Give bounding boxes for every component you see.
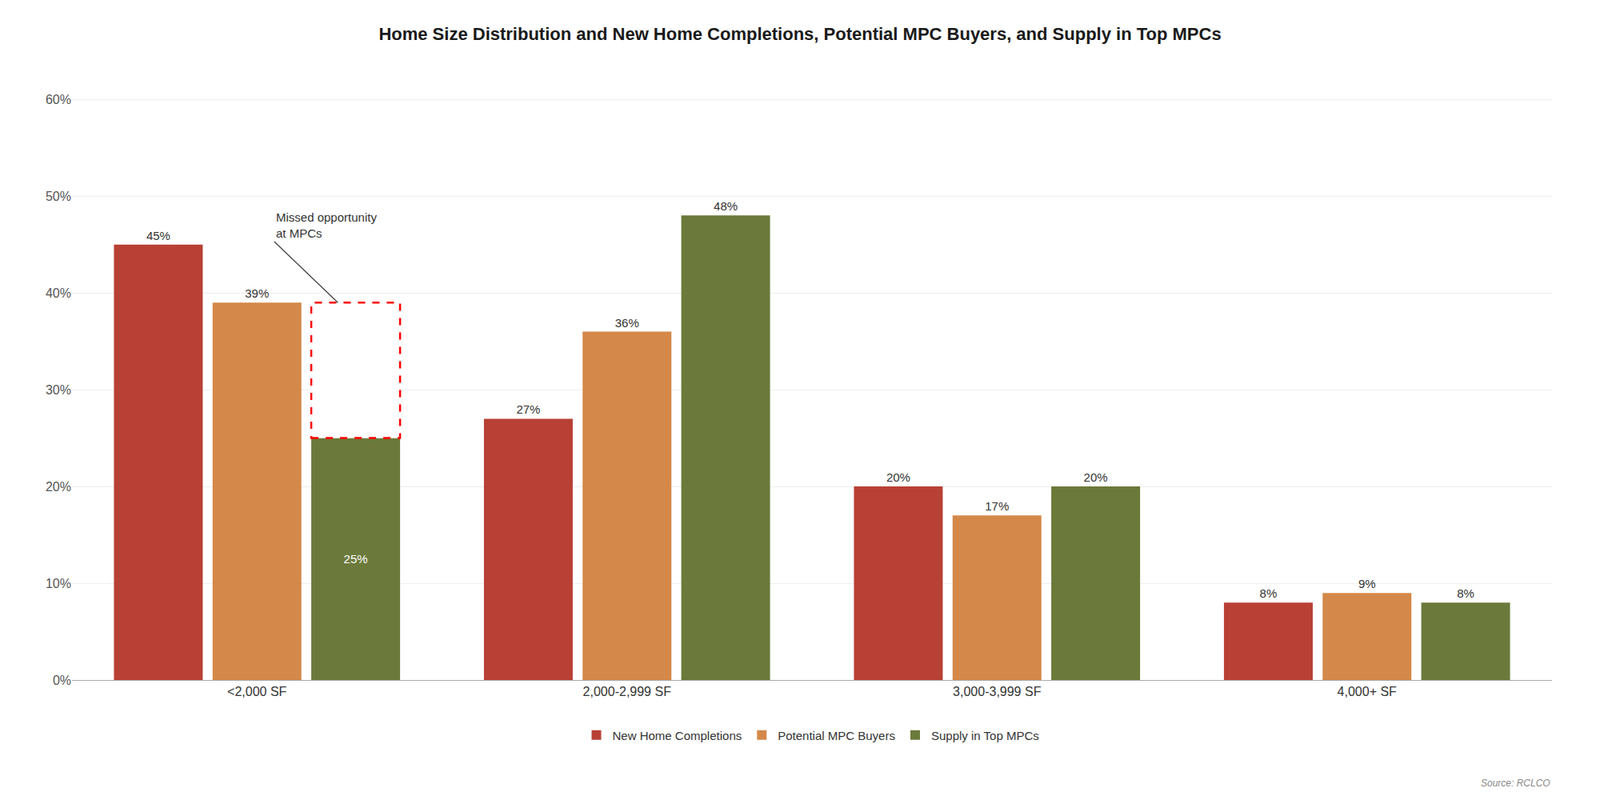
svg-text:<2,000 SF: <2,000 SF	[227, 684, 288, 699]
svg-text:New Home Completions: New Home Completions	[612, 728, 743, 743]
svg-text:20%: 20%	[45, 480, 72, 494]
svg-text:Home Size Distribution and New: Home Size Distribution and New Home Comp…	[378, 24, 1221, 44]
svg-text:40%: 40%	[45, 286, 72, 300]
svg-text:Source: RCLCO: Source: RCLCO	[1480, 777, 1551, 789]
svg-text:20%: 20%	[886, 470, 911, 484]
svg-text:4,000+ SF: 4,000+ SF	[1337, 684, 1398, 699]
svg-text:Potential MPC Buyers: Potential MPC Buyers	[777, 728, 896, 743]
svg-text:36%: 36%	[615, 316, 640, 330]
svg-text:8%: 8%	[1456, 586, 1475, 600]
svg-text:39%: 39%	[244, 286, 269, 300]
svg-text:8%: 8%	[1260, 586, 1278, 600]
svg-text:2,000-2,999 SF: 2,000-2,999 SF	[583, 684, 672, 699]
svg-text:45%: 45%	[146, 228, 171, 243]
svg-text:48%: 48%	[713, 199, 738, 213]
svg-text:0%: 0%	[52, 673, 72, 688]
svg-text:30%: 30%	[45, 383, 72, 397]
svg-text:10%: 10%	[45, 576, 72, 591]
svg-text:25%: 25%	[344, 552, 368, 566]
svg-text:60%: 60%	[45, 92, 72, 107]
svg-text:50%: 50%	[45, 189, 72, 204]
svg-text:27%: 27%	[516, 402, 540, 416]
svg-text:3,000-3,999 SF: 3,000-3,999 SF	[952, 684, 1042, 699]
svg-text:Missed opportunityat MPCs: Missed opportunityat MPCs	[276, 210, 377, 240]
svg-text:9%: 9%	[1358, 576, 1376, 591]
svg-text:17%: 17%	[984, 499, 1009, 513]
svg-text:Supply in Top MPCs: Supply in Top MPCs	[931, 728, 1040, 743]
svg-text:20%: 20%	[1084, 470, 1108, 484]
